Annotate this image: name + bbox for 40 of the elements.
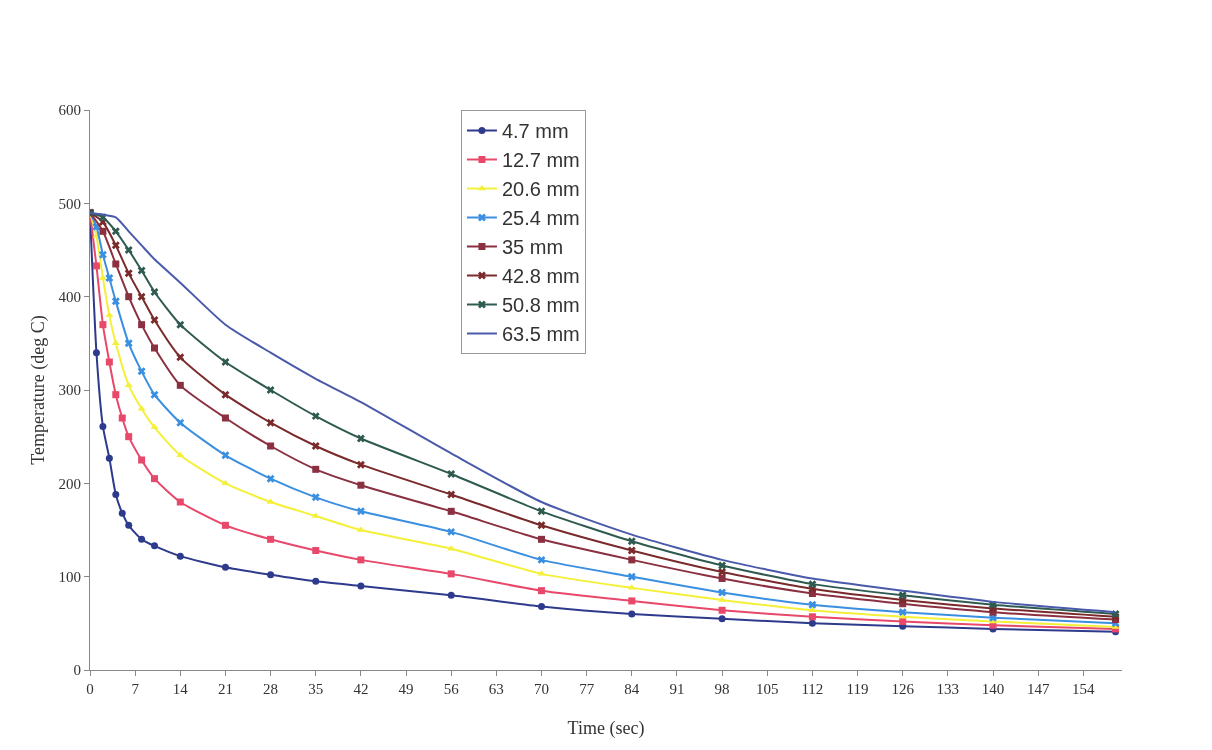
- legend-label: 4.7 mm: [501, 120, 569, 143]
- y-tick-label: 0: [73, 662, 81, 679]
- x-tick-label: 14: [172, 681, 189, 697]
- x-tick-label: 49: [398, 681, 414, 697]
- x-axis-title: Time (sec): [567, 718, 645, 739]
- x-tick-label: 70: [534, 681, 549, 697]
- x-tick-label: 105: [756, 681, 779, 697]
- legend-label: 35 mm: [501, 236, 564, 259]
- legend-label: 42.8 mm: [501, 265, 580, 288]
- y-tick-label: 500: [58, 195, 81, 212]
- x-tick-label: 7: [131, 681, 140, 697]
- x-tick-label: 98: [714, 681, 730, 697]
- x-tick-label: 56: [443, 681, 460, 697]
- x-tick-label: 0: [86, 681, 94, 697]
- legend-label: 20.6 mm: [501, 178, 580, 201]
- x-tick-label: 91: [669, 681, 685, 697]
- x-tick-label: 42: [353, 681, 369, 697]
- y-tick-label: 600: [58, 102, 81, 119]
- legend-label: 63.5 mm: [501, 323, 580, 346]
- x-tick-label: 63: [488, 681, 504, 697]
- x-tick-label: 21: [217, 681, 233, 697]
- x-tick-label: 133: [936, 681, 960, 697]
- x-tick-label: 140: [981, 681, 1005, 697]
- x-tick-label: 28: [263, 681, 279, 697]
- legend-label: 12.7 mm: [501, 149, 580, 172]
- y-tick-label: 300: [58, 382, 81, 399]
- legend-label: 25.4 mm: [501, 207, 580, 230]
- legend-label: 50.8 mm: [501, 294, 580, 317]
- x-tick-label: 126: [891, 681, 915, 697]
- y-tick-label: 400: [58, 288, 81, 305]
- x-tick-label: 147: [1026, 681, 1050, 697]
- x-tick-label: 119: [846, 681, 869, 697]
- x-tick-label: 84: [624, 681, 640, 697]
- x-tick-label: 112: [801, 681, 824, 697]
- x-tick-label: 35: [308, 681, 324, 697]
- y-axis-title: Temperature (deg C): [28, 315, 49, 465]
- x-tick-label: 154: [1072, 681, 1096, 697]
- x-tick-label: 77: [579, 681, 595, 697]
- y-tick-label: 100: [58, 568, 81, 585]
- y-tick-label: 200: [58, 475, 81, 492]
